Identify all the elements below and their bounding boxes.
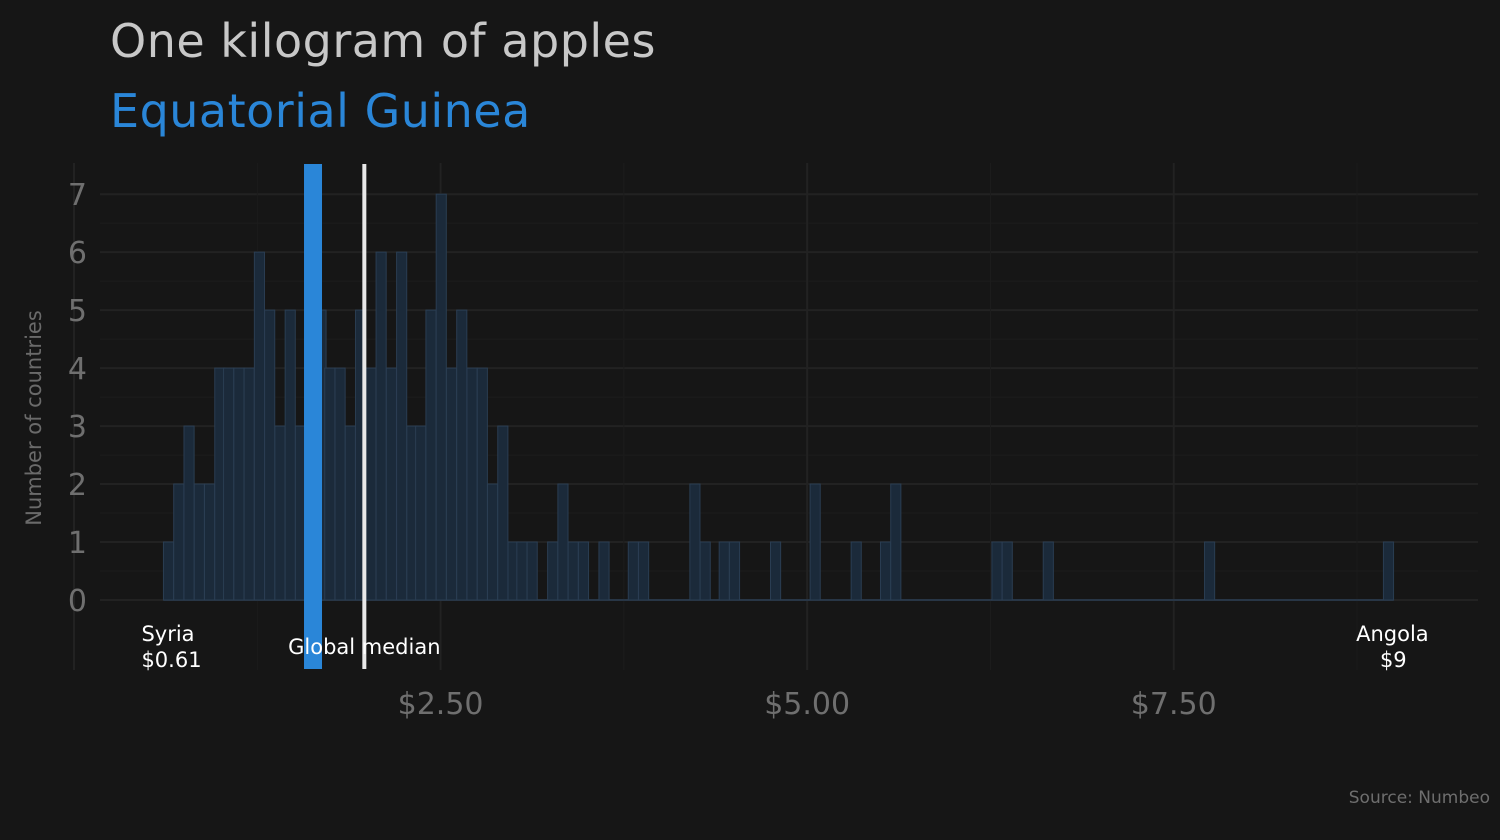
annotation-country: Syria bbox=[141, 622, 194, 646]
histogram-bar bbox=[324, 367, 336, 601]
chart-subtitle: Equatorial Guinea bbox=[110, 84, 531, 138]
histogram-bar bbox=[991, 541, 1003, 601]
histogram-bar bbox=[253, 251, 265, 601]
x-tick-label: $7.50 bbox=[1131, 687, 1217, 722]
histogram-bar bbox=[577, 541, 590, 601]
histogram-bar bbox=[1382, 541, 1395, 601]
histogram-bar bbox=[598, 541, 610, 601]
y-tick-label: 5 bbox=[68, 294, 87, 329]
global-median-line bbox=[362, 164, 367, 669]
histogram-bar bbox=[547, 541, 559, 601]
y-tick-label: 6 bbox=[68, 236, 87, 271]
histogram-bar bbox=[557, 483, 569, 601]
highlight-country-line bbox=[304, 164, 323, 669]
histogram-bar bbox=[1001, 541, 1013, 601]
histogram-bar bbox=[1204, 541, 1216, 601]
histogram-bar bbox=[233, 367, 245, 601]
histogram-bar bbox=[567, 541, 579, 601]
histogram-bar bbox=[627, 541, 639, 601]
histogram-bar bbox=[385, 367, 397, 601]
histogram-bar bbox=[476, 367, 488, 601]
histogram-bar bbox=[264, 309, 276, 601]
histogram-bar bbox=[809, 483, 821, 601]
annotation-price: $0.61 bbox=[141, 648, 201, 672]
histogram-bar bbox=[204, 483, 216, 601]
histogram-bar bbox=[718, 541, 730, 601]
histogram-bar bbox=[456, 309, 468, 601]
median-label: Global median bbox=[288, 635, 440, 659]
histogram-bar bbox=[497, 425, 509, 601]
y-axis-label: Number of countries bbox=[22, 310, 46, 526]
histogram-bar bbox=[728, 541, 741, 601]
histogram-bar bbox=[526, 541, 538, 601]
histogram-bar bbox=[638, 541, 650, 601]
y-tick-label: 0 bbox=[68, 584, 87, 619]
histogram-bar bbox=[284, 309, 296, 601]
histogram-bar bbox=[425, 309, 437, 601]
histogram-bar bbox=[375, 251, 387, 601]
reference-lines bbox=[304, 164, 367, 669]
y-tick-label: 7 bbox=[68, 178, 87, 213]
histogram-bar bbox=[162, 541, 175, 601]
y-tick-label: 2 bbox=[68, 468, 87, 503]
histogram-bar bbox=[879, 541, 892, 601]
histogram-bar bbox=[516, 541, 528, 601]
histogram-bar bbox=[344, 425, 356, 601]
histogram-bar bbox=[274, 425, 286, 601]
x-tick-label: $5.00 bbox=[764, 687, 850, 722]
histogram-bars bbox=[162, 193, 1395, 601]
histogram-bar bbox=[223, 367, 235, 601]
histogram-bar bbox=[699, 541, 711, 601]
histogram-bar bbox=[435, 193, 447, 601]
histogram-bar bbox=[466, 367, 478, 601]
histogram-bar bbox=[243, 367, 255, 601]
histogram-bar bbox=[850, 541, 862, 601]
histogram-bar bbox=[445, 367, 458, 601]
histogram-bar bbox=[1042, 541, 1054, 601]
histogram-bar bbox=[770, 541, 782, 601]
y-tick-label: 3 bbox=[68, 410, 87, 445]
annotation-country: Angola bbox=[1356, 622, 1429, 646]
x-axis-ticks: $2.50 $5.00 $7.50 bbox=[398, 687, 1217, 722]
source-note: Source: Numbeo bbox=[1348, 788, 1490, 808]
annotations: Syria$0.61 Angola$9 Global median bbox=[141, 622, 1428, 672]
histogram-bar bbox=[183, 425, 195, 601]
histogram-bar bbox=[334, 367, 346, 601]
histogram-bar bbox=[487, 483, 499, 601]
histogram-bar bbox=[365, 367, 377, 601]
y-tick-label: 1 bbox=[68, 526, 87, 561]
histogram-bar bbox=[415, 425, 427, 601]
histogram-bar bbox=[396, 251, 408, 601]
histogram-bar bbox=[193, 483, 205, 601]
chart-title: One kilogram of apples bbox=[110, 14, 656, 68]
histogram-bar bbox=[689, 483, 701, 601]
histogram-bar bbox=[173, 483, 185, 601]
x-tick-label: $2.50 bbox=[398, 687, 484, 722]
y-axis-ticks: 0 1 2 3 4 5 6 7 bbox=[68, 178, 87, 619]
y-tick-label: 4 bbox=[68, 352, 87, 387]
annotation-price: $9 bbox=[1380, 648, 1407, 672]
histogram-bar bbox=[890, 483, 902, 601]
